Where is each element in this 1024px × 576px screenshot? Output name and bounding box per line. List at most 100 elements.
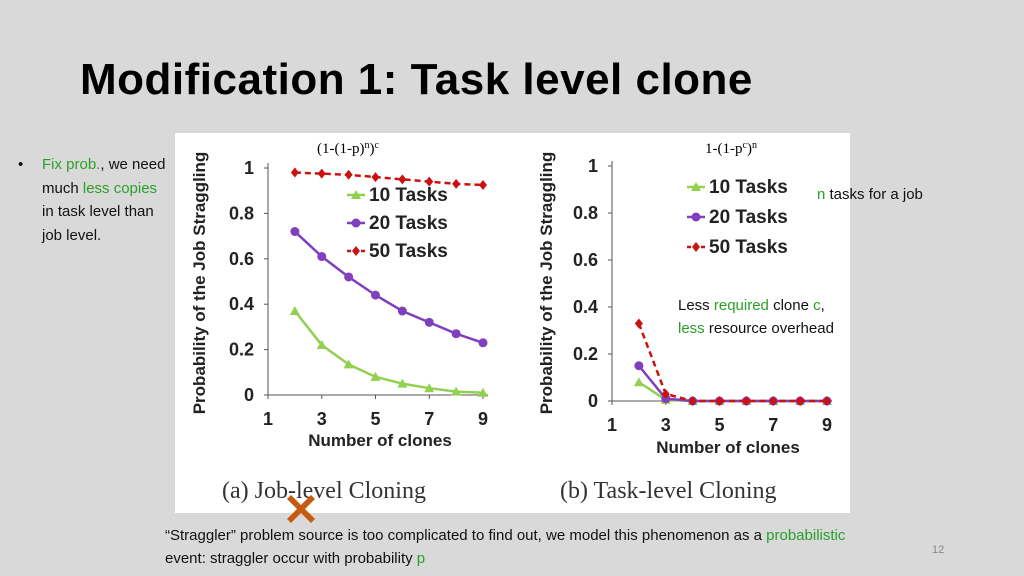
x-tick-label: 7 xyxy=(768,415,778,435)
job-level-chart: 0 0.2 0.4 0.6 0.8 1 1 3 5 7 9 Number of clones Proba… xyxy=(190,152,488,450)
x-axis-label: Number of clones xyxy=(308,431,452,450)
data-point-2 xyxy=(661,388,670,399)
note-n-rest: tasks for a job xyxy=(825,186,923,203)
data-point-2 xyxy=(715,396,724,406)
x-tick-label: 1 xyxy=(263,409,273,429)
data-point-1 xyxy=(397,306,407,316)
legend-label-1: 20 Tasks xyxy=(369,213,448,234)
y-tick-label: 0.2 xyxy=(229,340,254,360)
footer-p: p xyxy=(416,550,426,567)
y-axis-label: Probability of the Job Straggling xyxy=(537,152,556,415)
data-point-0 xyxy=(289,306,300,316)
bullet-text-1: , we need much xyxy=(42,156,166,197)
data-point-0 xyxy=(633,377,644,387)
x-tick-label: 5 xyxy=(370,409,380,429)
y-tick-label: 0.2 xyxy=(573,344,598,364)
note-resource: resource overhead xyxy=(704,320,834,337)
data-point-0 xyxy=(343,359,354,369)
bullet-text-2: in task level than job level. xyxy=(42,203,154,244)
series-line-1 xyxy=(294,230,484,344)
y-tick-label: 0.4 xyxy=(229,294,254,314)
y-tick-label: 1 xyxy=(588,156,598,176)
note-required: required xyxy=(713,297,769,314)
data-point-1 xyxy=(634,361,644,371)
legend-marker xyxy=(351,190,361,199)
data-point-2 xyxy=(688,396,697,406)
footer-text-2: event: straggler occur with probability xyxy=(165,550,417,567)
data-point-1 xyxy=(478,338,488,348)
note-less: Less xyxy=(678,297,714,314)
x-tick-label: 3 xyxy=(661,415,671,435)
data-point-0 xyxy=(316,340,327,350)
data-point-1 xyxy=(290,227,300,237)
legend-marker xyxy=(352,246,360,256)
footer-probabilistic: probabilistic xyxy=(766,527,846,544)
data-point-2 xyxy=(371,172,380,183)
legend-marker xyxy=(691,182,701,191)
y-tick-label: 0.6 xyxy=(229,249,254,269)
x-tick-label: 7 xyxy=(424,409,434,429)
data-point-0 xyxy=(370,371,381,381)
note-n-var: n xyxy=(817,186,826,203)
legend-label-0: 10 Tasks xyxy=(709,177,788,198)
legend-label-2: 50 Tasks xyxy=(369,241,448,262)
cross-icon xyxy=(287,495,315,523)
data-point-1 xyxy=(344,272,354,282)
data-point-2 xyxy=(479,180,487,191)
y-tick-label: 0 xyxy=(588,391,598,411)
caption-job-level: (a) Job-level Cloning xyxy=(222,478,426,504)
data-point-0 xyxy=(451,386,462,396)
legend-label-0: 10 Tasks xyxy=(369,185,448,206)
note-less-required: Less required clone c, less resource over… xyxy=(678,294,858,340)
x-axis-label: Number of clones xyxy=(656,438,800,457)
data-point-0 xyxy=(424,383,435,393)
x-tick-label: 9 xyxy=(822,415,832,435)
data-point-2 xyxy=(742,396,751,406)
x-tick-label: 5 xyxy=(714,415,724,435)
page-number: 12 xyxy=(932,544,945,556)
data-point-2 xyxy=(344,169,353,180)
x-tick-label: 1 xyxy=(607,415,617,435)
less-copies-text: less copies xyxy=(82,179,158,197)
figure-svg: (1-(1-p)n)c 1-(1-pc)n 0 0.2 0.4 0.6 0.8 1 1 3 5 7… xyxy=(190,140,832,504)
y-tick-label: 0.4 xyxy=(573,297,598,317)
legend-label-2: 50 Tasks xyxy=(709,237,788,258)
formula-left: (1-(1-p)n)c xyxy=(317,140,379,157)
legend-label-1: 20 Tasks xyxy=(709,207,788,228)
note-clone: clone xyxy=(768,297,814,314)
data-point-2 xyxy=(452,178,461,189)
bullet-text: Fix prob., we need much less copies in t… xyxy=(42,153,172,247)
data-point-1 xyxy=(451,329,461,339)
task-level-chart: 0 0.2 0.4 0.6 0.8 1 1 3 5 7 9 Number of clones Proba… xyxy=(537,152,832,457)
fix-prob-text: Fix prob. xyxy=(42,156,101,173)
note-c: c xyxy=(813,297,821,314)
data-point-1 xyxy=(424,317,434,327)
legend-marker xyxy=(692,242,700,252)
legend-marker xyxy=(351,218,361,228)
figure-panel: (1-(1-p)n)c 1-(1-pc)n 0 0.2 0.4 0.6 0.8 1 1 3 5 7… xyxy=(175,133,850,513)
data-point-2 xyxy=(796,396,805,406)
series-line-2 xyxy=(637,323,827,403)
footer-text-1: “Straggler” problem source is too compli… xyxy=(165,527,767,544)
y-tick-label: 0 xyxy=(244,385,254,405)
data-point-2 xyxy=(398,174,407,185)
data-point-2 xyxy=(823,396,831,406)
y-axis-label: Probability of the Job Straggling xyxy=(190,152,209,415)
note-less2: less xyxy=(678,320,705,337)
data-point-1 xyxy=(317,252,327,262)
series-line-2 xyxy=(294,171,484,187)
note-comma: , xyxy=(820,297,825,314)
data-point-2 xyxy=(425,176,434,187)
x-tick-label: 9 xyxy=(478,409,488,429)
footer-text: “Straggler” problem source is too compli… xyxy=(165,524,885,570)
formula-right: 1-(1-pc)n xyxy=(705,140,757,157)
data-point-2 xyxy=(769,396,778,406)
data-point-2 xyxy=(290,167,299,178)
data-point-2 xyxy=(634,318,643,329)
series-line-0 xyxy=(293,310,484,394)
y-tick-label: 0.8 xyxy=(573,203,598,223)
data-point-1 xyxy=(371,290,380,300)
y-tick-label: 0.6 xyxy=(573,250,598,270)
caption-task-level: (b) Task-level Cloning xyxy=(560,478,777,504)
bullet-dot: • xyxy=(18,156,24,173)
